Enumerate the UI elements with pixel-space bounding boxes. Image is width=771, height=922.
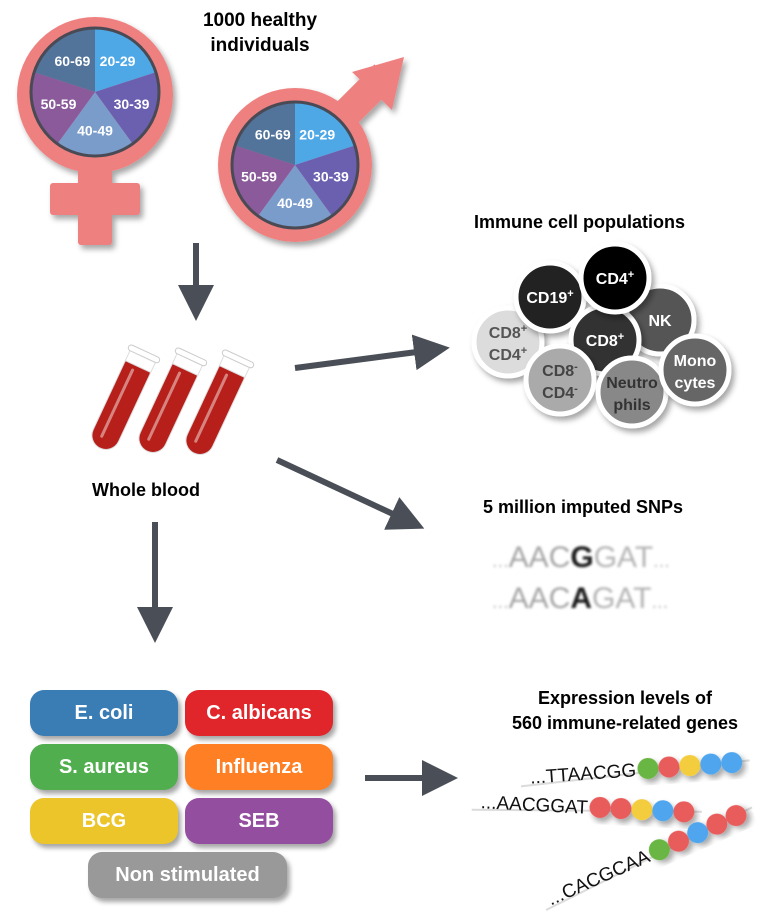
- immune-cell-cd4: CD4+: [578, 241, 652, 315]
- male-age-slice-label: 40-49: [277, 195, 313, 211]
- male-age-slice-label: 60-69: [255, 126, 291, 142]
- blood-tube-icon: [185, 349, 255, 455]
- blood-tube-icon: [91, 344, 161, 450]
- immune-cell-cd19: CD19+: [513, 260, 587, 334]
- male-age-slice: [295, 145, 358, 216]
- male-age-pie-border: [230, 100, 360, 230]
- immune-title: Immune cell populations: [474, 212, 686, 232]
- female-age-slice-label: 50-59: [41, 96, 77, 112]
- male-age-slice: [232, 145, 295, 216]
- gene-sequence: ...TTAACGG: [529, 760, 636, 788]
- female-age-slice-label: 60-69: [55, 53, 91, 69]
- snp-sequences: ...AACGGAT... ...AACAGAT...: [492, 541, 670, 615]
- cell-label: CD8+: [586, 331, 624, 350]
- expression-title: Expression levels of 560 immune-related …: [511, 688, 739, 733]
- male-age-slice-label: 20-29: [299, 126, 335, 142]
- male-age-slice-label: 50-59: [241, 169, 277, 185]
- expression-bead-red: [667, 830, 689, 852]
- gene-strand: ...AACGGAT: [471, 792, 702, 823]
- immune-cell-neutrophils: Neutro phils: [595, 355, 669, 429]
- cell-label: cytes: [675, 375, 716, 392]
- expression-bead-yellow: [679, 755, 701, 777]
- expression-bead-green: [648, 839, 670, 861]
- stimulus-c-albicans: C. albicans: [185, 690, 333, 736]
- female-age-slice: [30, 72, 95, 144]
- cell-label: CD4+: [489, 345, 527, 364]
- gene-sequence: ...AACGGAT: [480, 792, 589, 819]
- immune-cells: CD8+ CD4+ CD19+ NK CD8+ CD4+ CD8- CD4- Neutro phi…: [471, 241, 732, 429]
- stimulus-seb: SEB: [185, 798, 333, 844]
- expression-bead-blue: [687, 822, 709, 844]
- stimulus-label: BCG: [81, 809, 127, 832]
- expression-bead-red: [610, 798, 632, 820]
- expression-bead-red: [589, 796, 611, 818]
- arrow-to-snps: [275, 457, 425, 530]
- stimulus-label: S. aureus: [58, 755, 150, 778]
- snp-seq-2: ...AACAGAT...: [492, 582, 668, 615]
- expression-bead-red: [658, 756, 680, 778]
- stimulus-bcg: BCG: [30, 798, 178, 844]
- stimulus-label: E. coli: [74, 701, 134, 724]
- female-age-slice-label: 20-29: [100, 53, 136, 69]
- stimulus-s-aureus: S. aureus: [30, 744, 178, 790]
- stimulus-label: C. albicans: [206, 701, 312, 724]
- cell-label: phils: [613, 397, 650, 414]
- expression-bead-blue: [721, 752, 743, 774]
- arrow-to-immune-cells: [294, 334, 450, 371]
- whole-blood-label: Whole blood: [92, 480, 200, 500]
- cell-label: Neutro: [606, 375, 658, 392]
- stimulus-label: SEB: [238, 809, 280, 832]
- population-title: 1000 healthy individuals: [202, 10, 318, 56]
- female-age-slice-label: 40-49: [77, 122, 113, 138]
- male-age-slice: [295, 102, 355, 165]
- cell-label: NK: [648, 313, 672, 330]
- cell-label: CD8-: [542, 361, 578, 380]
- cell-label: CD8+: [489, 323, 527, 342]
- gene-strand: ...TTAACGG: [520, 752, 750, 789]
- snps-title: 5 million imputed SNPs: [483, 497, 684, 517]
- stimulus-influenza: Influenza: [185, 744, 333, 790]
- gene-sequence: ...CACGCAA: [544, 846, 653, 910]
- immune-cell-cd8cd4: CD8- CD4-: [523, 343, 597, 417]
- immune-cell-monocytes: Mono cytes: [658, 333, 732, 407]
- cell-label: Mono: [674, 353, 717, 370]
- expression-bead-red: [706, 813, 728, 835]
- immune-cell-cd8cd4: CD8+ CD4+: [471, 305, 545, 379]
- female-age-slice: [95, 72, 159, 144]
- stimulus-label: Non stimulated: [115, 863, 260, 886]
- stimulus-non-stimulated: Non stimulated: [88, 852, 287, 898]
- male-age-slice: [235, 102, 295, 165]
- stimulus-label: Influenza: [215, 755, 303, 778]
- female-age-slice-label: 30-39: [114, 96, 150, 112]
- snp-seq-1: ...AACGGAT...: [492, 541, 670, 574]
- cell-label: CD4-: [542, 383, 578, 402]
- arrows: [137, 243, 458, 796]
- female-age-slice: [34, 28, 95, 92]
- expression-bead-blue: [700, 753, 722, 775]
- cell-label: CD19+: [526, 288, 573, 307]
- expression-bead-red: [673, 801, 695, 823]
- stimulus-e-coli: E. coli: [30, 690, 178, 736]
- female-age-slice: [57, 92, 133, 157]
- expression-bead-blue: [652, 800, 674, 822]
- expression-bead-green: [637, 757, 659, 779]
- female-age-pie-border: [29, 26, 161, 158]
- male-age-slice: [257, 165, 333, 228]
- cell-label: CD4+: [596, 269, 634, 288]
- female-age-slice: [95, 28, 156, 92]
- expression-bead-red: [725, 805, 747, 827]
- expression-bead-yellow: [631, 799, 653, 821]
- male-age-slice-label: 30-39: [313, 169, 349, 185]
- blood-tubes: [91, 344, 255, 455]
- blood-tube-icon: [138, 347, 208, 453]
- expression-strands: ...TTAACGG ...AACGGAT ...CACGCAA: [471, 752, 753, 911]
